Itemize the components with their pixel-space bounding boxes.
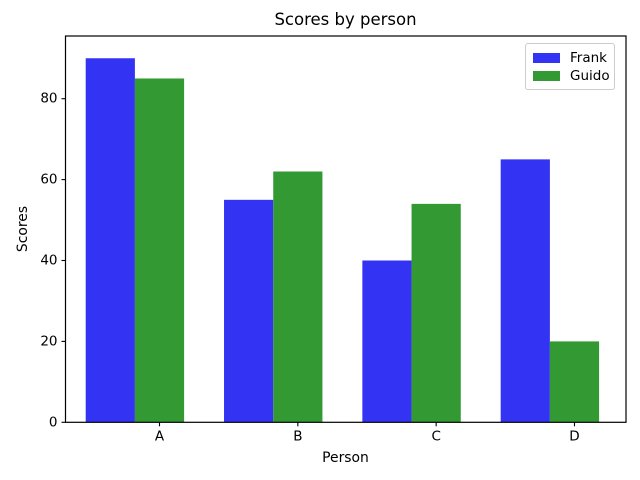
legend-swatch-frank xyxy=(533,52,560,64)
y-tick-label-20: 20 xyxy=(40,333,57,349)
bar-guido-B xyxy=(273,171,323,423)
legend-item-guido: Guido xyxy=(533,67,610,85)
bar-guido-C xyxy=(411,203,461,423)
x-tick-label-C: C xyxy=(431,428,440,444)
bar-frank-B xyxy=(224,199,274,423)
x-axis-label: Person xyxy=(322,450,369,466)
legend: Frank Guido xyxy=(525,43,615,90)
x-tick-label-B: B xyxy=(293,428,302,444)
y-tick-label-0: 0 xyxy=(49,414,58,430)
legend-label-frank: Frank xyxy=(570,50,607,66)
y-tick-label-80: 80 xyxy=(40,91,57,107)
legend-item-frank: Frank xyxy=(533,49,607,67)
bar-guido-A xyxy=(134,78,185,423)
bar-frank-A xyxy=(85,58,135,423)
bar-frank-C xyxy=(362,260,412,423)
x-tick-label-A: A xyxy=(155,428,165,444)
bar-guido-D xyxy=(549,341,600,423)
bar-frank-D xyxy=(500,159,550,423)
chart-title: Scores by person xyxy=(274,10,417,29)
y-tick-label-60: 60 xyxy=(40,172,57,188)
legend-swatch-guido xyxy=(533,70,560,82)
y-tick-label-40: 40 xyxy=(40,252,57,268)
y-axis-label: Scores xyxy=(15,205,31,253)
legend-label-guido: Guido xyxy=(570,68,610,84)
x-tick-label-D: D xyxy=(569,428,579,444)
axes-frame xyxy=(64,35,627,423)
